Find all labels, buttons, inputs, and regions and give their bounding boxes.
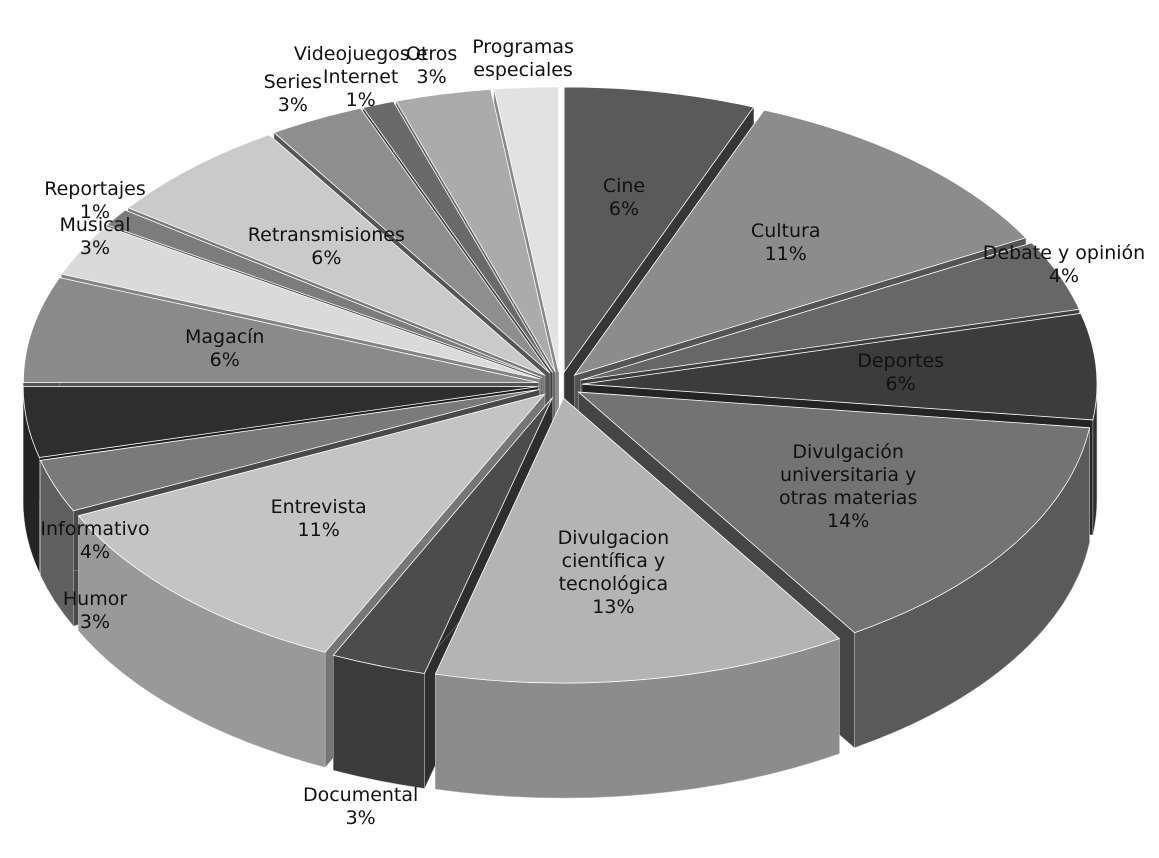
slice-label: Entrevista 11% [224,496,414,542]
slice-top [39,389,540,512]
slice-top [332,397,553,674]
value-label: 3% [416,66,447,89]
slice-label: Magacín 6% [130,326,320,372]
value-label: 13% [592,595,635,618]
slice-top [434,397,841,684]
value-label: 1% [79,201,111,224]
category-label: Humor [62,587,128,610]
slice-top [22,386,539,458]
slice-label: Documental 3% [266,784,456,830]
slice-top [493,86,560,372]
slice-top [22,277,539,383]
slice-label: Series 3% [198,71,388,117]
category-label: Musical [59,213,131,236]
slice-label: Cine 6% [529,175,719,221]
value-label: 3% [79,236,111,259]
slice-label: Divulgacion científica y tecnológica 13% [518,527,708,619]
slice-top [77,393,546,653]
value-label: 3% [345,807,376,830]
slice-top [581,312,1098,421]
category-label: Programas especiales [472,35,574,81]
slice-label: Informativo 4% [0,518,190,564]
slice-label: Programas especiales [428,36,618,82]
category-label: Magacín [184,326,265,349]
category-label: Reportajes [44,178,146,201]
value-label: 11% [764,242,807,265]
category-label: Debate y opinión [982,241,1146,264]
category-label: Cultura [750,219,821,242]
category-label: Videojuegos e Internet [293,43,428,89]
category-label: Entrevista [270,496,367,519]
category-label: Otros [405,43,458,66]
value-label: 3% [79,610,111,633]
value-label: 11% [297,519,340,542]
value-label: 14% [827,509,870,532]
value-label: 4% [79,540,111,563]
category-label: Deportes [857,350,945,373]
slice-label: Videojuegos e Internet 1% [266,43,456,112]
value-label: 6% [885,373,916,396]
category-label: Retransmisiones [247,223,405,246]
slice-top [106,209,542,378]
value-label: 6% [311,246,342,269]
slice-top [563,86,755,374]
slice-top [395,88,556,373]
slice-label: Divulgación universitaria y otras materi… [753,441,943,533]
category-label: Series [263,70,323,93]
value-label: 6% [209,349,240,372]
slice-top [580,242,1080,381]
category-label: Informativo [40,517,150,540]
slice-label: Musical 3% [0,214,190,260]
value-label: 3% [277,93,308,116]
slice-label: Otros 3% [337,43,527,89]
value-label: 6% [608,198,640,221]
category-label: Divulgacion científica y tecnológica [557,526,670,595]
slice-top [273,107,551,374]
slice-top [362,101,553,373]
slice-label: Cultura 11% [691,220,881,266]
slice-top [60,225,541,380]
slice-label: Retransmisiones 6% [231,224,421,270]
category-label: Cine [602,175,646,198]
value-label: 4% [1048,264,1080,287]
slice-label: Deportes 6% [806,350,996,396]
slice-top [573,109,1027,376]
slice-top [127,134,546,376]
slice-label: Humor 3% [0,588,190,634]
slice-label: Reportajes 1% [0,178,190,224]
slice-top [577,391,1091,634]
category-label: Divulgación universitaria y otras materi… [778,440,918,509]
category-label: Documental [302,784,419,807]
slice [434,397,841,799]
slice-side [333,654,425,789]
slice-label: Debate y opinión 4% [969,242,1159,288]
value-label: 1% [345,89,376,112]
